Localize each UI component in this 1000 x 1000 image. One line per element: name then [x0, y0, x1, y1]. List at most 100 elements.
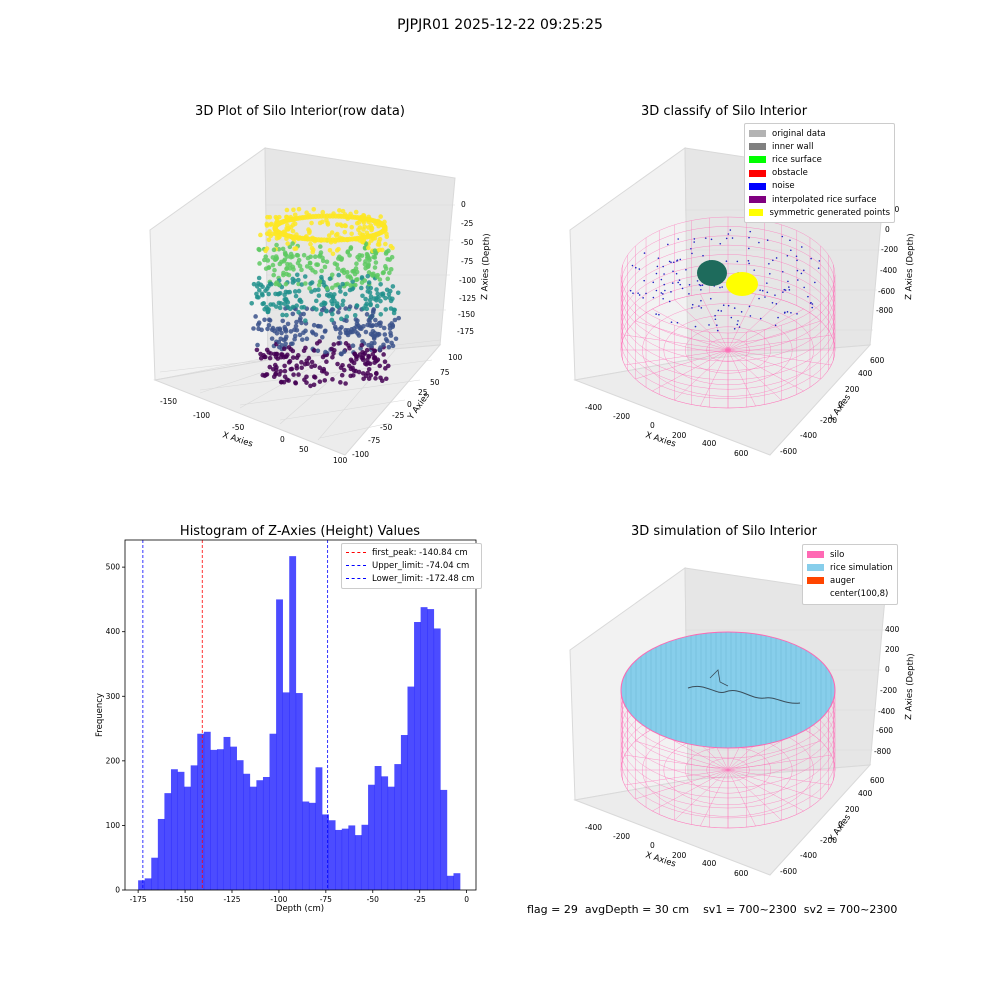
raw-point: [311, 374, 317, 380]
silo-floor-spoke: [635, 769, 729, 800]
histogram-x-tick-label: -150: [177, 895, 194, 904]
raw-point: [314, 341, 320, 346]
raw-point: [296, 277, 301, 283]
sv1-text: sv1 = 700~2300: [703, 903, 797, 916]
noise-point: [704, 237, 707, 239]
raw-point: [337, 285, 343, 290]
histogram-bar: [164, 793, 172, 890]
raw-point: [335, 361, 340, 367]
raw-point: [296, 288, 302, 294]
raw-point: [342, 223, 348, 228]
noise-point: [679, 283, 682, 286]
legend-swatch: [749, 182, 766, 190]
raw-point: [281, 272, 286, 278]
legend-label: original data: [772, 128, 826, 139]
raw-point: [363, 329, 369, 335]
raw-point: [290, 355, 296, 360]
noise-point: [663, 273, 665, 275]
histogram-bar: [328, 820, 336, 890]
simulation-legend-entry: rice simulation: [807, 561, 893, 574]
raw-point: [270, 262, 276, 268]
noise-point: [738, 326, 741, 328]
noise-point: [782, 291, 784, 293]
raw-point: [388, 330, 393, 336]
raw-point: [267, 355, 273, 361]
raw-point: [382, 224, 388, 230]
histogram-title: Histogram of Z-Axies (Height) Values: [179, 524, 421, 539]
raw-axis-ticks: -150 -100 -50 0 50 100 100 75 50 25 0 -2…: [160, 200, 476, 465]
raw-point: [377, 236, 383, 242]
histogram-bar: [387, 786, 395, 890]
raw-point: [260, 301, 265, 307]
noise-point: [642, 297, 644, 299]
raw-point: [297, 297, 303, 303]
raw-point: [367, 297, 373, 303]
raw-point: [349, 224, 355, 230]
legend-swatch: [749, 143, 766, 151]
simulation-legend-entry: silo: [807, 548, 893, 561]
histogram-x-tick-label: 0: [464, 895, 469, 904]
histogram-bar: [414, 622, 421, 890]
legend-label: Upper_limit: -74.04 cm: [372, 560, 470, 571]
histogram-y-tick-label: 200: [106, 756, 121, 765]
noise-point: [663, 283, 666, 286]
raw-point: [369, 340, 375, 346]
classify-legend-entry: interpolated rice surface: [749, 193, 890, 206]
simulation-ztick: -600: [876, 726, 893, 735]
raw-point: [324, 259, 330, 265]
raw-point: [368, 315, 374, 320]
noise-point: [749, 315, 752, 317]
raw-point: [347, 304, 353, 309]
raw-point: [305, 255, 311, 261]
raw-point: [299, 337, 305, 342]
noise-point: [662, 297, 664, 300]
histogram-bar: [177, 771, 185, 890]
raw-point: [336, 335, 342, 340]
noise-point: [800, 272, 803, 275]
simulation-ztick: 400: [885, 625, 900, 634]
raw-point: [368, 331, 374, 337]
raw-point: [303, 281, 308, 286]
histogram-bar: [144, 878, 152, 890]
noise-point: [708, 324, 710, 326]
silo-floor-spoke: [727, 349, 804, 392]
raw-point: [274, 280, 280, 285]
legend-swatch: [749, 169, 766, 177]
histogram-bar: [381, 776, 389, 890]
raw-point: [299, 282, 305, 287]
histogram-bar: [243, 773, 251, 890]
raw-point: [361, 376, 366, 382]
simulation-xtick: 0: [650, 841, 655, 850]
noise-point: [631, 264, 634, 267]
raw-point: [343, 381, 348, 386]
raw-point: [312, 287, 318, 293]
silo-floor-spoke: [727, 740, 821, 771]
histogram-x-ticks: -175 -150 -125 -100 -75 -50 -25 0: [130, 890, 469, 904]
raw-point: [378, 281, 383, 287]
raw-point: [360, 371, 366, 376]
raw-point: [266, 350, 271, 355]
raw-point: [378, 311, 384, 317]
noise-point: [714, 314, 716, 317]
raw-point: [288, 251, 294, 257]
simulation-legend-entry: auger: [807, 574, 893, 587]
legend-label: Lower_limit: -172.48 cm: [372, 573, 475, 584]
histogram-bar: [354, 835, 362, 890]
noise-point: [710, 238, 713, 241]
histogram-bar: [394, 764, 402, 890]
histogram-legend-entry: Upper_limit: -74.04 cm: [346, 559, 477, 572]
silo-floor-spoke: [727, 308, 804, 351]
raw-point: [262, 354, 268, 360]
raw-ytick: -25: [392, 411, 404, 420]
raw-point: [353, 266, 359, 271]
raw-point: [299, 320, 304, 326]
noise-point: [662, 293, 664, 295]
raw-point: [348, 283, 353, 288]
noise-point: [731, 237, 734, 239]
raw-point: [281, 346, 287, 352]
raw-point: [251, 281, 257, 287]
raw-point: [295, 253, 301, 258]
histogram-bar: [262, 776, 270, 890]
noise-point: [670, 261, 672, 264]
raw-point: [271, 272, 276, 278]
